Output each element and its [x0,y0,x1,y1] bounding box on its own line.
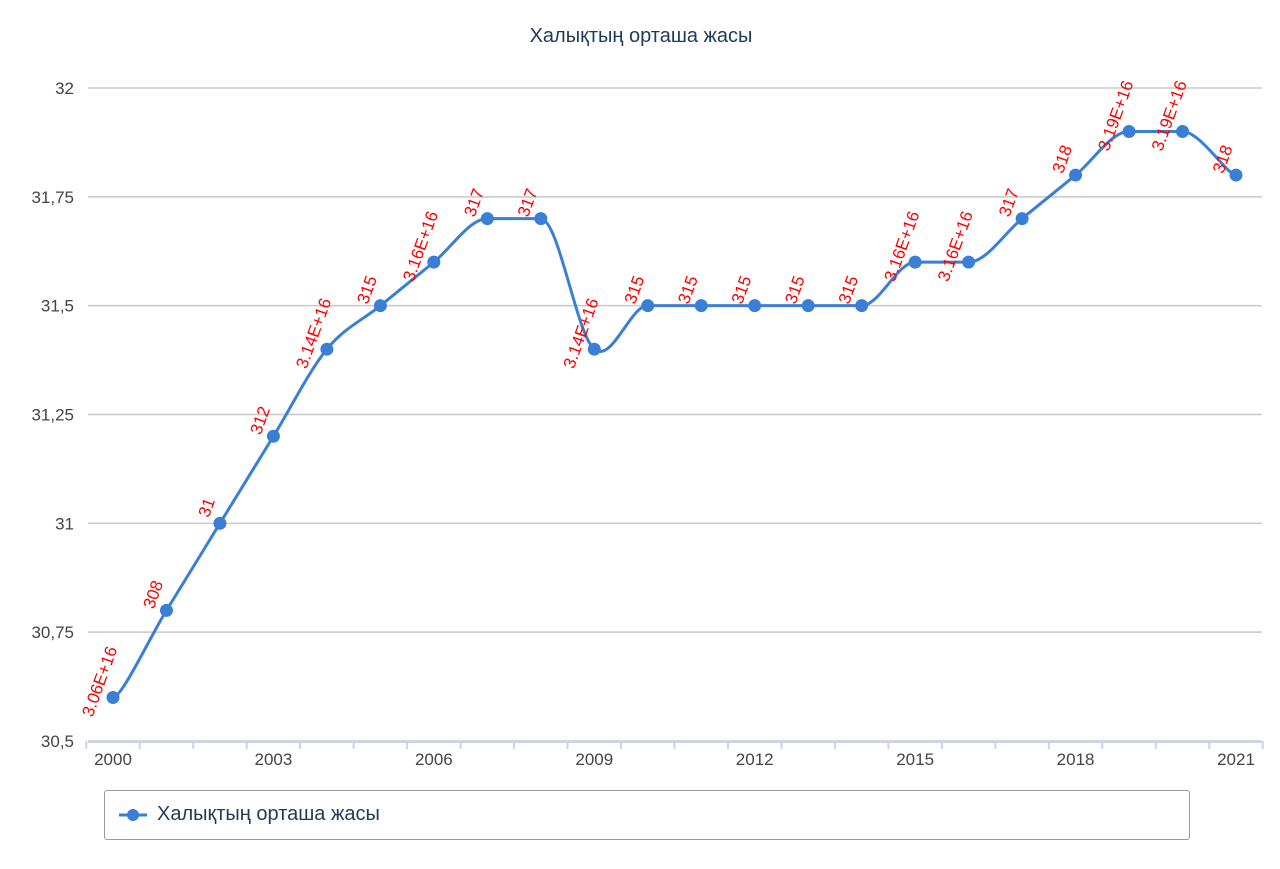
data-label: 31 [195,495,219,519]
data-point [1122,125,1136,139]
data-point [373,299,387,313]
x-tick-label: 2018 [1057,750,1095,769]
data-label: 3.19E+16 [1148,78,1191,153]
legend-marker-icon [119,809,147,821]
data-point [962,255,976,269]
data-label: 3.19E+16 [1094,78,1137,153]
data-point [106,690,120,704]
series-group [106,125,1243,704]
x-tick-label: 2015 [896,750,934,769]
data-point [159,603,173,617]
data-point [213,516,227,530]
y-axis-ticks: 32 31,75 31,5 31,25 31 30,75 30,5 [31,79,74,751]
data-label: 3.16E+16 [934,209,977,284]
data-point [855,299,869,313]
data-point [587,342,601,356]
data-point [1069,168,1083,182]
data-point [1176,125,1190,139]
data-point [641,299,655,313]
data-point [266,429,280,443]
y-tick-label: 31,5 [41,297,74,316]
x-tick-label: 2000 [94,750,132,769]
x-tick-label: 2003 [255,750,293,769]
data-point [748,299,762,313]
data-point [480,212,494,226]
y-tick-label: 31 [55,514,74,533]
y-tick-label: 30,5 [41,732,74,751]
data-point [908,255,922,269]
data-point [1229,168,1243,182]
x-tick-label: 2012 [736,750,774,769]
y-tick-label: 31,75 [31,188,74,207]
data-point [1015,212,1029,226]
y-tick-label: 30,75 [31,623,74,642]
chart-title: Халықтың орташа жасы [530,25,753,47]
legend-label: Халықтың орташа жасы [157,803,380,825]
data-label: 3.14E+16 [292,296,335,371]
data-point [534,212,548,226]
x-tick-label: 2006 [415,750,453,769]
data-point [694,299,708,313]
data-point [320,342,334,356]
data-label: 3.06E+16 [78,644,121,719]
legend[interactable]: Халықтың орташа жасы [104,790,1190,840]
data-label: 3.16E+16 [881,209,924,284]
data-point [801,299,815,313]
data-label: 3.14E+16 [560,296,603,371]
x-axis: 2000 2003 2006 2009 2012 2015 2018 2021 [85,741,1264,769]
data-label: 3.16E+16 [399,209,442,284]
x-tick-label: 2009 [575,750,613,769]
x-tick-label: 2021 [1217,750,1255,769]
y-tick-label: 32 [55,79,74,98]
y-tick-label: 31,25 [31,406,74,425]
data-point [427,255,441,269]
